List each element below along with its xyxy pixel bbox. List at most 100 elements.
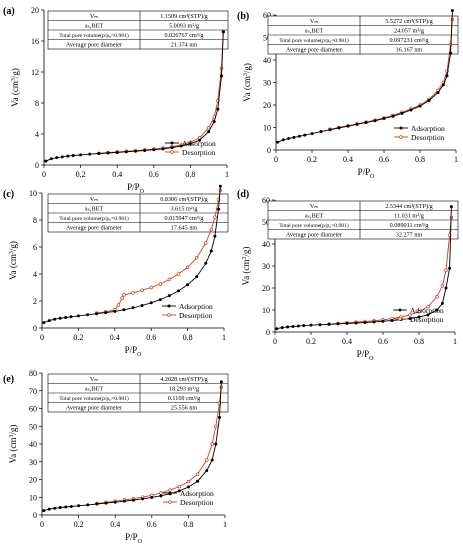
data-table: Vₘ 2.5344 cm³(STP)/g aₛ,BET 11.031 m²/g Tota… [267,200,459,240]
data-point [204,241,208,245]
data-point [195,472,200,476]
data-table-value: 0.8306 cm³(STP)/g [160,196,208,203]
y-tick-label: 50 [263,34,271,43]
x-tick-label: 1 [453,337,457,346]
y-axis-title-tail: /g) [242,63,252,73]
data-point [124,150,128,154]
data-table-value: 25.556 nm [171,405,198,412]
legend-label: Adsorption [179,302,213,311]
data-point [297,134,301,138]
data-point [213,215,217,220]
x-axis-title-main: P/P [358,167,371,177]
x-tick-label: 0.8 [183,333,193,342]
y-axis-title-main: Va (cm [242,76,252,102]
data-point [42,321,46,325]
y-axis-title-sup: 3 [242,257,248,260]
data-point [275,327,279,331]
data-point [206,126,211,130]
legend-marker [167,304,171,308]
legend-marker [167,313,171,317]
y-tick-label: 60 [262,196,270,205]
x-tick-label: 0.6 [146,333,156,342]
y-tick-label: 8 [33,216,37,225]
data-table: Vₘ 0.8306 cm³(STP)/g aₛ,BET 3.615 m²/g Total… [47,193,229,233]
legend-marker [398,317,402,321]
data-point [186,283,190,287]
data-point [196,479,200,483]
data-point [64,315,68,319]
data-point [104,501,108,505]
x-tick-label: 0.2 [307,155,317,164]
data-point [132,498,135,502]
data-point [209,227,214,232]
chart-panel-2: (b) 0 10 20 30 40 50 60 0 0.2 0.4 0.6 0.8 1 P/PO Va (cm… [237,9,459,180]
data-point [363,321,367,325]
data-table-value: 0.089011 cm³/g [390,222,429,229]
x-axis-title: P/PO [127,182,145,195]
data-point [408,313,412,317]
data-table-value: 0.015947 cm³/g [165,215,204,222]
x-tick-label: 0.8 [183,520,193,529]
y-axis-title-tail: /g) [10,68,20,78]
data-point [214,442,218,446]
y-tick-label: 30 [263,79,271,88]
panel-label: (c) [3,189,14,200]
y-axis-title: Va (cm3/g) [8,425,18,464]
x-axis-title-main: P/P [125,345,138,355]
data-point [49,157,53,161]
data-point [336,322,340,326]
data-table-key: aₛ,BET [305,213,324,220]
data-point [319,130,323,134]
data-point [131,291,135,295]
y-tick-label: 50 [29,422,37,431]
data-point [440,284,445,288]
y-axis-title-sup: 3 [9,435,15,438]
data-point [364,121,368,125]
data-point [58,316,62,320]
data-table-key: Vₘ [310,203,318,210]
y-tick-label: 40 [262,240,270,249]
data-point [149,301,153,305]
data-table-value: 5.5272 cm³(STP)/g [385,18,433,25]
data-table: Vₘ 5.5272 cm³(STP)/g aₛ,BET 24.057 m²/g Tota… [267,15,459,55]
data-point [390,319,394,323]
data-point [106,151,110,155]
data-point [449,205,453,209]
data-point [441,83,445,87]
data-point [444,286,448,290]
data-point [287,137,291,141]
x-axis-title-sub: O [370,174,375,180]
data-point [95,312,99,316]
data-point [450,9,454,12]
data-point [179,144,183,148]
legend-marker [170,150,174,154]
x-tick-label: 1 [225,170,229,179]
x-tick-label: 0.4 [110,520,120,529]
series-adsorption [276,9,454,144]
x-axis-title: P/PO [125,532,143,545]
data-point [204,458,209,462]
x-tick-label: 0.4 [343,155,353,164]
data-point [280,326,284,330]
data-point [95,502,99,506]
data-point [69,315,73,319]
data-point [158,282,163,286]
data-point [140,303,144,307]
y-axis-title: Va (cm3/g) [241,247,251,286]
data-point [426,313,430,317]
data-point [382,117,386,120]
y-tick-label: 0 [267,146,271,155]
y-axis-title: Va (cm3/g) [10,68,20,107]
data-table-value: 21.374 nm [171,42,198,49]
data-point [140,288,144,292]
panel-label: (d) [237,189,249,200]
y-tick-label: 0 [35,161,39,170]
x-tick-label: 0.2 [73,333,83,342]
data-table-key: aₛ,BET [305,28,324,35]
series-adsorption [42,380,223,513]
y-tick-label: 2 [33,297,37,306]
y-tick-label: 16 [31,37,39,46]
legend-marker [398,308,402,312]
y-tick-label: 20 [262,284,270,293]
y-tick-label: 20 [31,6,39,15]
